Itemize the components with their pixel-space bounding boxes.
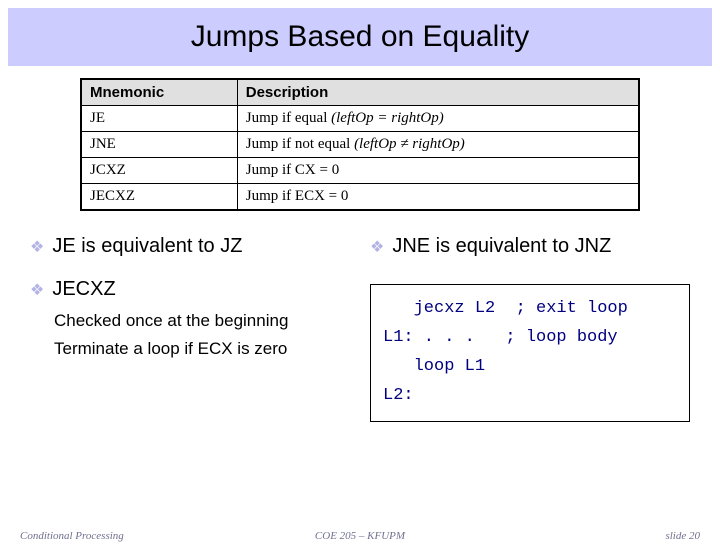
header-mnemonic: Mnemonic bbox=[81, 79, 237, 106]
bullet-jecxz-text: JECXZ bbox=[52, 278, 115, 301]
bullet-je: JE is equivalent to JZ bbox=[30, 235, 350, 258]
cell-description: Jump if ECX = 0 bbox=[237, 184, 639, 211]
right-column: JNE is equivalent to JNZ bbox=[370, 235, 690, 268]
table-row: JE Jump if equal (leftOp = rightOp) bbox=[81, 106, 639, 132]
cell-description: Jump if CX = 0 bbox=[237, 158, 639, 184]
sub-terminate: Terminate a loop if ECX is zero bbox=[54, 339, 350, 359]
cell-mnemonic: JECXZ bbox=[81, 184, 237, 211]
footer-right: slide 20 bbox=[665, 530, 700, 542]
right-column-lower: jecxz L2 ; exit loop L1: . . . ; loop bo… bbox=[370, 278, 690, 422]
cell-description: Jump if not equal (leftOp ≠ rightOp) bbox=[237, 132, 639, 158]
cell-mnemonic: JCXZ bbox=[81, 158, 237, 184]
title-bar: Jumps Based on Equality bbox=[8, 8, 712, 66]
code-box: jecxz L2 ; exit loop L1: . . . ; loop bo… bbox=[370, 284, 690, 422]
cell-mnemonic: JE bbox=[81, 106, 237, 132]
bullet-jne-text: JNE is equivalent to JNZ bbox=[392, 235, 611, 258]
content-row-top: JE is equivalent to JZ JNE is equivalent… bbox=[0, 235, 720, 268]
table-row: JECXZ Jump if ECX = 0 bbox=[81, 184, 639, 211]
bullet-jecxz: JECXZ bbox=[30, 278, 350, 301]
table-row: JNE Jump if not equal (leftOp ≠ rightOp) bbox=[81, 132, 639, 158]
page-title: Jumps Based on Equality bbox=[8, 20, 712, 54]
bullet-jne: JNE is equivalent to JNZ bbox=[370, 235, 690, 258]
table-header-row: Mnemonic Description bbox=[81, 79, 639, 106]
table-row: JCXZ Jump if CX = 0 bbox=[81, 158, 639, 184]
mnemonic-table-wrap: Mnemonic Description JE Jump if equal (l… bbox=[80, 78, 640, 211]
bullet-je-text: JE is equivalent to JZ bbox=[52, 235, 242, 258]
mnemonic-table: Mnemonic Description JE Jump if equal (l… bbox=[80, 78, 640, 211]
left-column: JE is equivalent to JZ bbox=[30, 235, 350, 268]
footer: Conditional Processing COE 205 – KFUPM s… bbox=[0, 530, 720, 542]
cell-description: Jump if equal (leftOp = rightOp) bbox=[237, 106, 639, 132]
content-row-bottom: JECXZ Checked once at the beginning Term… bbox=[0, 278, 720, 422]
header-description: Description bbox=[237, 79, 639, 106]
sub-checked-once: Checked once at the beginning bbox=[54, 311, 350, 331]
footer-left: Conditional Processing bbox=[20, 530, 124, 542]
cell-mnemonic: JNE bbox=[81, 132, 237, 158]
left-column-lower: JECXZ Checked once at the beginning Term… bbox=[30, 278, 350, 422]
footer-center: COE 205 – KFUPM bbox=[315, 530, 405, 542]
